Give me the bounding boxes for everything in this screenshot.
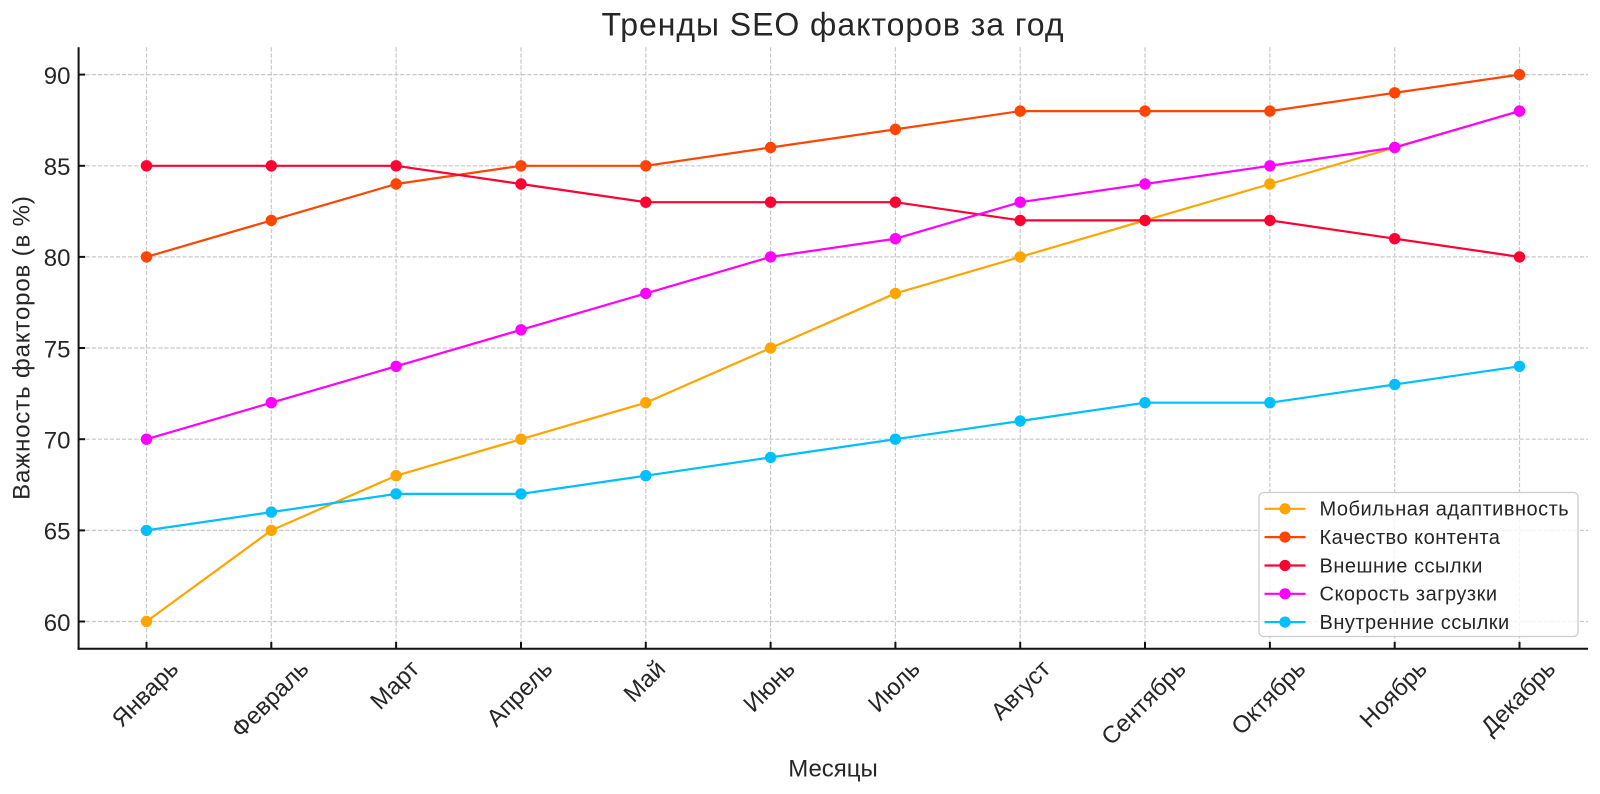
svg-text:Скорость загрузки: Скорость загрузки bbox=[1320, 584, 1498, 606]
svg-text:Качество контента: Качество контента bbox=[1320, 527, 1501, 549]
svg-text:75: 75 bbox=[44, 336, 71, 363]
svg-text:Тренды SEO факторов за год: Тренды SEO факторов за год bbox=[602, 7, 1065, 43]
svg-text:65: 65 bbox=[44, 519, 71, 546]
svg-text:60: 60 bbox=[44, 610, 71, 637]
svg-text:Внутренние ссылки: Внутренние ссылки bbox=[1320, 612, 1510, 634]
svg-text:80: 80 bbox=[44, 245, 71, 272]
svg-text:Внешние ссылки: Внешние ссылки bbox=[1320, 555, 1483, 577]
svg-text:85: 85 bbox=[44, 154, 71, 181]
svg-text:90: 90 bbox=[44, 63, 71, 90]
svg-text:70: 70 bbox=[44, 428, 71, 455]
svg-text:Важность факторов (в %): Важность факторов (в %) bbox=[8, 195, 35, 500]
svg-text:Месяцы: Месяцы bbox=[788, 755, 878, 782]
svg-text:Мобильная адаптивность: Мобильная адаптивность bbox=[1320, 499, 1570, 521]
